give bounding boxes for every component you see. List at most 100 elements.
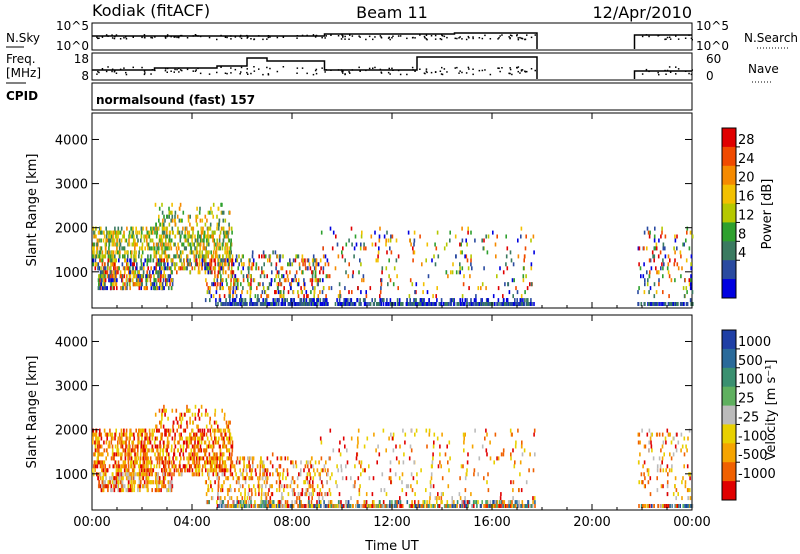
scatter-point: [204, 464, 206, 469]
scatter-point: [261, 290, 264, 295]
scatter-point: [139, 246, 141, 251]
scatter-point: [151, 282, 153, 287]
scatter-point: [171, 408, 174, 413]
scatter-point: [344, 298, 346, 303]
scatter-point: [320, 468, 323, 473]
scatter-point: [152, 468, 155, 473]
scatter-point: [150, 254, 152, 259]
scatter-point: [189, 262, 191, 267]
scatter-point: [377, 250, 380, 255]
scatter-point: [415, 290, 417, 295]
scatter-point: [191, 444, 194, 449]
scatter-point: [271, 452, 274, 457]
scatter-point: [668, 302, 670, 306]
scatter-point: [314, 472, 316, 477]
scatter-point: [213, 258, 215, 263]
scatter-point: [386, 298, 388, 303]
scatter-point: [386, 302, 389, 306]
scatter-point: [340, 302, 343, 306]
scatter-point: [171, 480, 173, 485]
scatter-point: [219, 230, 222, 235]
scatter-point: [387, 282, 389, 287]
scatter-point: [213, 278, 216, 283]
scatter-point: [470, 298, 472, 303]
scatter-point: [155, 278, 157, 283]
scatter-point: [275, 302, 278, 306]
nsky-dot: [97, 37, 99, 40]
scatter-point: [129, 460, 132, 465]
scatter-point: [128, 230, 131, 235]
scatter-point: [111, 250, 113, 255]
scatter-point: [648, 258, 651, 263]
scatter-point: [194, 262, 197, 267]
nsky-dot: [472, 36, 474, 38]
nsky-dot: [669, 38, 672, 40]
nsky-dot: [306, 34, 308, 37]
nsky-dot: [181, 34, 183, 37]
nsky-dot: [119, 38, 122, 40]
scatter-point: [211, 282, 213, 287]
scatter-point: [200, 254, 202, 259]
nsky-dot: [508, 36, 510, 38]
scatter-point: [227, 492, 229, 497]
scatter-point: [124, 238, 127, 243]
scatter-point: [525, 234, 527, 239]
scatter-point: [205, 448, 207, 453]
scatter-point: [217, 270, 220, 275]
scatter-point: [198, 416, 201, 421]
scatter-point: [161, 226, 164, 231]
scatter-point: [207, 484, 210, 489]
scatter-point: [459, 270, 461, 275]
scatter-point: [453, 298, 455, 303]
scatter-point: [314, 270, 317, 275]
scatter-point: [221, 460, 224, 465]
scatter-point: [515, 286, 517, 291]
scatter-point: [214, 480, 216, 485]
scatter-point: [220, 432, 222, 437]
scatter-point: [321, 302, 323, 306]
scatter-point: [247, 270, 250, 275]
nsky-tick-top: 10^5: [56, 19, 89, 33]
scatter-point: [108, 278, 110, 283]
nsky-dot: [115, 34, 118, 36]
scatter-point: [225, 298, 227, 303]
scatter-point: [305, 460, 308, 465]
scatter-point: [223, 472, 226, 477]
scatter-point: [129, 428, 131, 433]
scatter-point: [161, 456, 163, 461]
scatter-point: [133, 262, 135, 267]
freq-dot: [315, 72, 318, 75]
scatter-point: [186, 468, 189, 473]
scatter-point: [344, 302, 347, 306]
scatter-point: [236, 496, 239, 501]
nsky-dot: [419, 34, 421, 36]
scatter-point: [259, 274, 262, 279]
scatter-point: [126, 258, 129, 263]
nsky-dot: [111, 34, 113, 36]
nsky-dot: [349, 34, 351, 36]
scatter-point: [227, 424, 229, 429]
scatter-point: [286, 274, 289, 279]
scatter-point: [173, 254, 176, 259]
scatter-point: [116, 448, 118, 453]
scatter-point: [526, 298, 528, 303]
scatter-point: [218, 436, 220, 441]
scatter-point: [231, 444, 234, 449]
scatter-point: [653, 234, 656, 239]
scatter-point: [146, 468, 148, 473]
freq-dot: [406, 73, 408, 76]
freq-dot: [96, 73, 98, 75]
scatter-point: [379, 298, 381, 303]
scatter-point: [99, 444, 101, 449]
scatter-point: [513, 504, 515, 508]
scatter-point: [688, 282, 691, 287]
scatter-point: [249, 496, 251, 501]
scatter-point: [225, 262, 227, 267]
scatter-point: [135, 444, 137, 449]
scatter-point: [181, 242, 183, 247]
scatter-point: [196, 452, 198, 457]
scatter-point: [140, 254, 143, 259]
scatter-point: [270, 492, 273, 497]
scatter-point: [237, 480, 240, 485]
freq-dot: [296, 72, 298, 74]
